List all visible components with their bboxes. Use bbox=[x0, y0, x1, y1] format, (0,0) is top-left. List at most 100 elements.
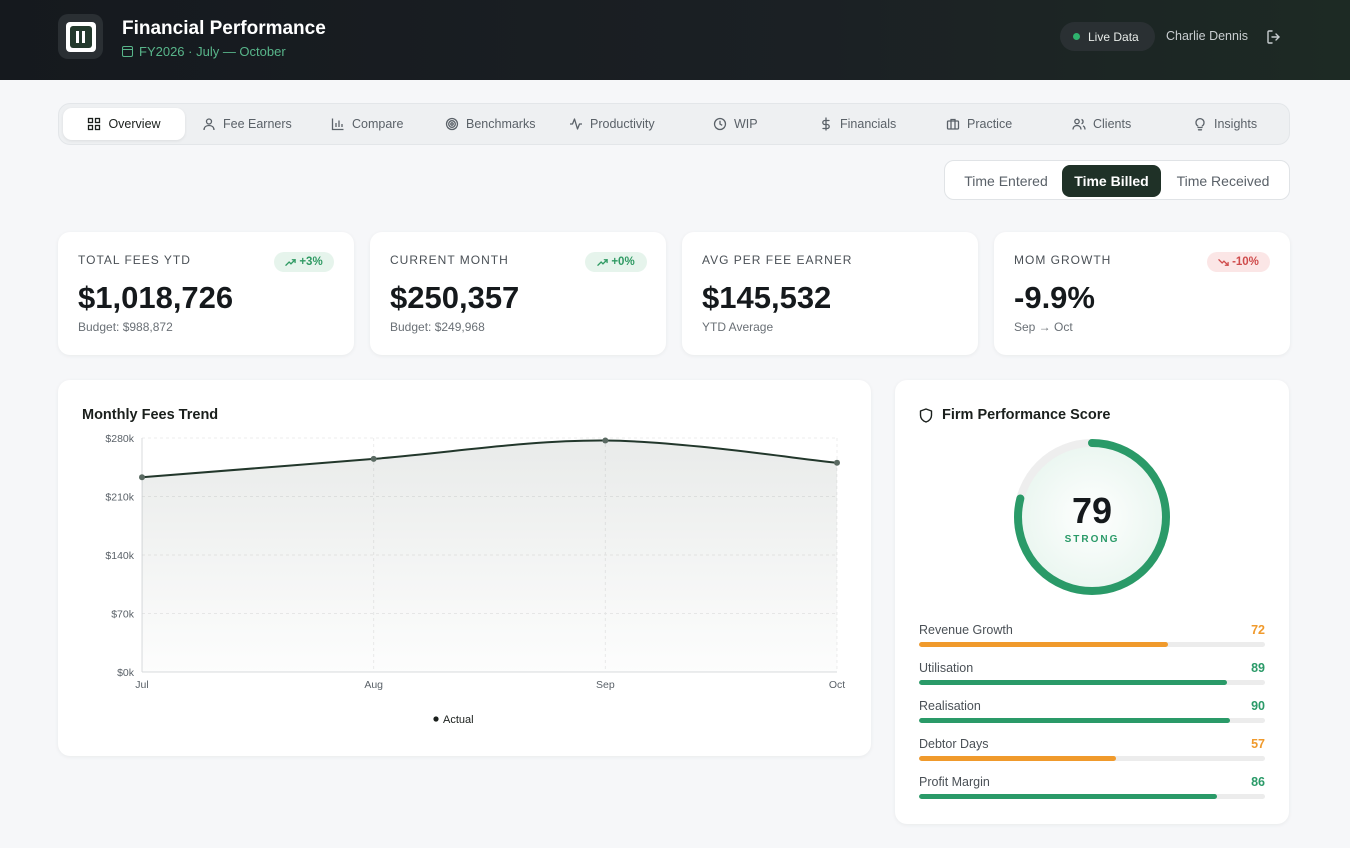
series-area bbox=[142, 440, 837, 672]
trend-badge: -10% bbox=[1207, 252, 1270, 272]
metric-label: Utilisation bbox=[919, 661, 974, 675]
metric-value: 90 bbox=[1251, 699, 1265, 713]
dollar-icon bbox=[822, 117, 830, 131]
trend-up-icon bbox=[285, 258, 297, 266]
trend-down-icon bbox=[1218, 258, 1229, 266]
kpi-label: AVG PER FEE EARNER bbox=[702, 253, 853, 267]
data-point[interactable] bbox=[834, 459, 840, 466]
tab-fee-earners[interactable]: Fee Earners bbox=[202, 108, 292, 140]
lightbulb-icon bbox=[1195, 117, 1205, 131]
calendar-icon bbox=[122, 46, 133, 57]
target-icon bbox=[445, 117, 459, 131]
x-tick-label: Jul bbox=[135, 679, 148, 691]
tab-compare[interactable]: Compare bbox=[331, 108, 403, 140]
metric-value: 89 bbox=[1251, 661, 1265, 675]
kpi-value: $250,357 bbox=[390, 280, 520, 315]
kpi-label: MOM GROWTH bbox=[1014, 253, 1112, 267]
monthly-fees-trend-card: Monthly Fees Trend $0k $70k $140k $210k $280… bbox=[58, 380, 871, 756]
kpi-card-mom-growth: MOM GROWTH -10% -9.9% Sep → Oct bbox=[994, 232, 1290, 355]
toggle-time-received[interactable]: Time Received bbox=[1176, 173, 1270, 189]
y-tick-label: $70k bbox=[111, 609, 135, 621]
metric-label: Realisation bbox=[919, 699, 981, 713]
period-label: FY2026 · July — October bbox=[122, 44, 286, 59]
nav-tabs: Overview Fee Earners Compare Benchmarks … bbox=[58, 103, 1290, 145]
chart-title: Monthly Fees Trend bbox=[82, 407, 219, 423]
metric-bar-track bbox=[919, 680, 1265, 685]
x-tick-label: Oct bbox=[829, 679, 845, 691]
y-tick-label: $140k bbox=[105, 550, 134, 562]
tab-productivity[interactable]: Productivity bbox=[569, 108, 655, 140]
shield-icon bbox=[919, 407, 933, 423]
tab-label: Productivity bbox=[590, 117, 655, 131]
score-value: 79 bbox=[1072, 490, 1112, 531]
data-point[interactable] bbox=[370, 455, 377, 462]
tab-insights[interactable]: Insights bbox=[1193, 108, 1257, 140]
kpi-card-total-fees: TOTAL FEES YTD +3% $1,018,726 Budget: $9… bbox=[58, 232, 354, 355]
metric-value: 86 bbox=[1251, 775, 1265, 789]
tab-financials[interactable]: Financials bbox=[819, 108, 896, 140]
tab-overview[interactable]: Overview bbox=[63, 108, 185, 140]
kpi-card-current-month: CURRENT MONTH +0% $250,357 Budget: $249,… bbox=[370, 232, 666, 355]
kpi-subtext: Budget: $249,968 bbox=[390, 320, 485, 334]
x-tick-label: Aug bbox=[364, 679, 383, 691]
tab-label: Compare bbox=[352, 117, 404, 131]
data-point[interactable] bbox=[139, 474, 145, 481]
trend-badge: +3% bbox=[274, 252, 334, 272]
y-tick-label: $210k bbox=[105, 492, 134, 504]
y-tick-label: $0k bbox=[117, 667, 135, 679]
live-data-label: Live Data bbox=[1088, 29, 1139, 44]
kpi-label: TOTAL FEES YTD bbox=[78, 253, 191, 267]
metric-label: Debtor Days bbox=[919, 737, 989, 751]
live-dot-icon bbox=[1073, 33, 1080, 40]
tab-benchmarks[interactable]: Benchmarks bbox=[445, 108, 535, 140]
kpi-subtext: Budget: $988,872 bbox=[78, 320, 173, 334]
trend-up-icon bbox=[597, 258, 609, 266]
data-point[interactable] bbox=[602, 437, 609, 444]
kpi-subtext: Sep → Oct bbox=[1014, 320, 1073, 334]
tab-label: Overview bbox=[108, 117, 161, 131]
tab-wip[interactable]: WIP bbox=[713, 108, 758, 140]
toggle-time-billed[interactable]: Time Billed bbox=[1062, 165, 1161, 197]
score-title-row: Firm Performance Score bbox=[919, 407, 1110, 423]
tab-label: Practice bbox=[967, 117, 1013, 131]
bar-chart-icon bbox=[331, 118, 344, 131]
trend-badge: +0% bbox=[585, 252, 647, 272]
users-icon bbox=[1072, 118, 1086, 130]
activity-icon bbox=[570, 118, 582, 130]
app-logo[interactable] bbox=[58, 14, 103, 59]
kpi-label: CURRENT MONTH bbox=[390, 253, 509, 267]
kpi-card-avg-per-fee-earner: AVG PER FEE EARNER $145,532 YTD Average bbox=[682, 232, 978, 355]
tab-label: Fee Earners bbox=[223, 117, 292, 131]
kpi-subtext: YTD Average bbox=[702, 320, 774, 334]
app-title: Financial Performance bbox=[122, 18, 326, 39]
gauge-arc bbox=[1014, 439, 1170, 595]
metric-bar-fill bbox=[919, 680, 1227, 685]
series-line-actual bbox=[141, 439, 838, 479]
kpi-value: $1,018,726 bbox=[78, 280, 234, 315]
trend-badge-value: +3% bbox=[299, 256, 323, 268]
metric-bar-fill bbox=[919, 794, 1217, 799]
kpi-value: $145,532 bbox=[702, 280, 832, 315]
tab-clients[interactable]: Clients bbox=[1072, 108, 1131, 140]
y-tick-label: $280k bbox=[105, 433, 134, 445]
metric-bar-fill bbox=[919, 718, 1231, 723]
score-gauge: 79 STRONG bbox=[1014, 439, 1170, 595]
toggle-time-entered[interactable]: Time Entered bbox=[964, 173, 1048, 189]
metric-value: 72 bbox=[1251, 623, 1265, 637]
legend-label: Actual bbox=[443, 714, 474, 726]
live-data-badge: Live Data bbox=[1060, 22, 1155, 51]
time-mode-toggle: Time Entered Time Billed Time Received bbox=[944, 160, 1290, 200]
metric-value: 57 bbox=[1251, 737, 1265, 751]
x-tick-label: Sep bbox=[596, 679, 615, 691]
metric-bar-track bbox=[919, 794, 1265, 799]
trend-badge-value: +0% bbox=[611, 256, 635, 268]
user-name[interactable]: Charlie Dennis bbox=[1166, 29, 1248, 43]
trend-chart: $0k $70k $140k $210k $280k Jul Aug Sep Oct Actua… bbox=[105, 433, 845, 726]
period-text: FY2026 · July — October bbox=[139, 44, 286, 59]
tab-practice[interactable]: Practice bbox=[946, 108, 1012, 140]
metric-bar-track bbox=[919, 756, 1265, 761]
metric-bar-track bbox=[919, 642, 1265, 647]
logout-icon[interactable] bbox=[1266, 29, 1282, 45]
clock-icon bbox=[713, 117, 727, 131]
top-bar: Financial Performance FY2026 · July — Oc… bbox=[0, 0, 1350, 80]
